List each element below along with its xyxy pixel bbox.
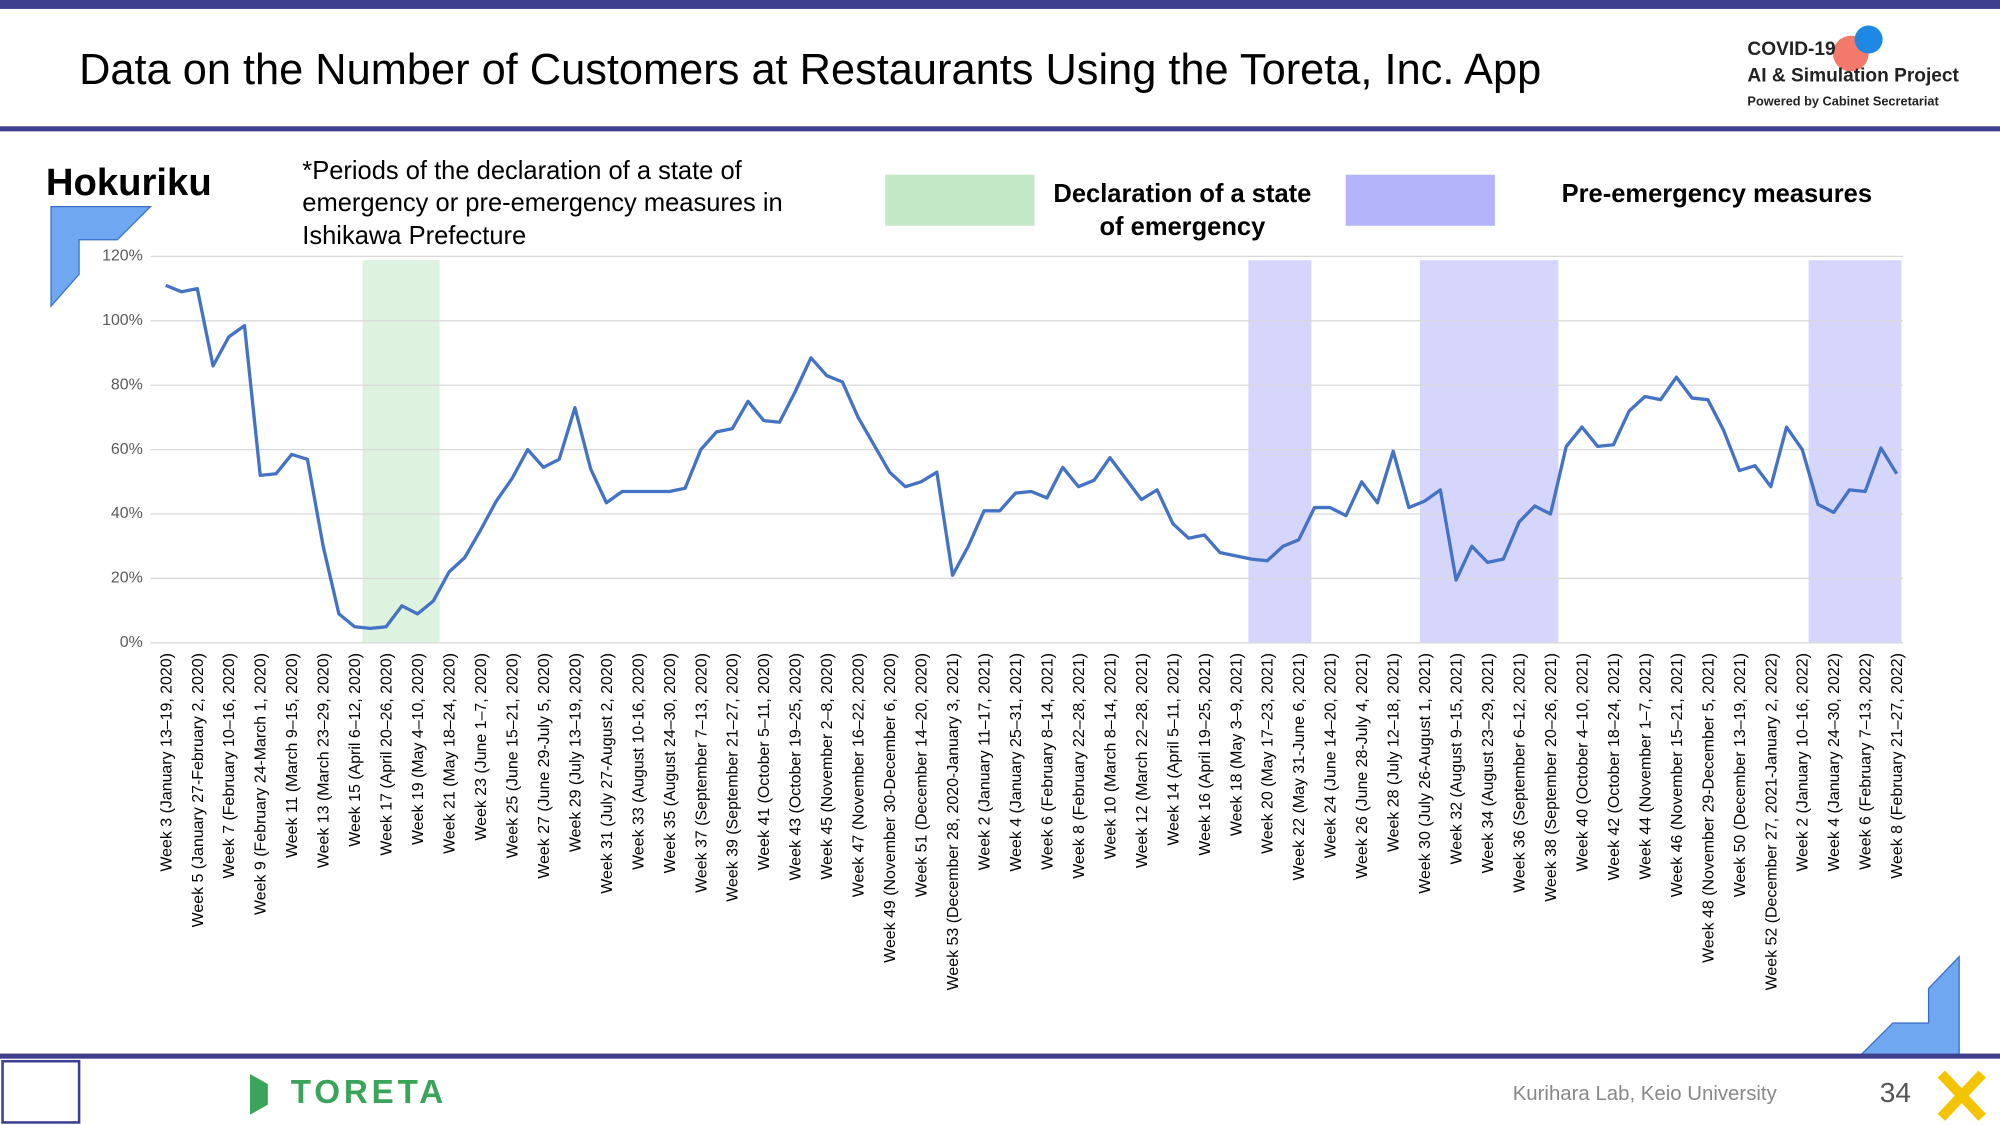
x-tick-label: Week 38 (September 20–26, 2021) [1543,653,1560,902]
x-tick-label: Week 27 (June 29-July 5, 2020) [536,653,553,879]
note-line: emergency or pre-emergency measures in [302,189,782,217]
x-tick-label: Week 19 (May 4–10, 2020) [410,653,427,845]
note-line: Ishikawa Prefecture [302,222,526,250]
x-tick-label: Week 40 (October 4–10, 2021) [1574,653,1591,872]
logo-text: COVID-19 [1747,39,1835,60]
x-tick-label: Week 4 (January 24–30, 2022) [1826,653,1843,872]
x-tick-label: Week 49 (November 30-December 6, 2020) [882,653,899,963]
x-tick-label: Week 28 (July 12–18, 2021) [1386,653,1403,852]
x-tick-label: Week 37 (September 7–13, 2020) [693,653,710,893]
x-tick-label: Week 47 (November 16–22, 2020) [851,653,868,897]
x-tick-label: Week 4 (January 25–31, 2021) [1008,653,1025,872]
x-tick-label: Week 2 (January 10–16, 2022) [1795,653,1812,872]
period-band [1419,260,1559,643]
x-tick-label: Week 7 (February 10–16, 2020) [221,653,238,879]
legend-label: Pre-emergency measures [1562,180,1872,208]
top-bar [0,0,2000,9]
y-tick-label: 120% [102,248,143,265]
y-tick-label: 60% [111,441,143,458]
x-tick-label: Week 3 (January 13–19, 2020) [158,653,175,872]
corner-decoration [50,205,153,308]
data-line [165,283,1899,631]
x-tick-label: Week 36 (September 6–12, 2021) [1512,653,1529,893]
x-tick-label: Week 22 (May 31-June 6, 2021) [1291,653,1308,880]
x-tick-label: Week 34 (August 23–29, 2021) [1480,653,1497,873]
page-number: 34 [1880,1077,1911,1108]
x-tick-label: Week 53 (December 28, 2020-January 3, 20… [945,653,962,990]
y-tick-label: 20% [111,570,143,587]
footer-logo [1,1059,81,1124]
logo-text: Powered by Cabinet Secretariat [1747,93,1939,108]
x-tick-label: Week 52 (December 27, 2021-January 2, 20… [1763,653,1780,990]
corner-decoration [1858,955,1960,1057]
x-tick-label: Week 14 (April 5–11, 2021) [1165,653,1182,846]
y-tick-label: 100% [102,312,143,329]
x-tick-label: Week 50 (December 13–19, 2021) [1732,653,1749,897]
note-line: *Periods of the declaration of a state o… [302,157,742,185]
x-tick-label: Week 5 (January 27-February 2, 2020) [190,653,207,927]
x-tick-label: Week 8 (February 22–28, 2021) [1071,653,1088,879]
x-tick-label: Week 44 (November 1–7, 2021) [1637,653,1654,880]
period-band [1248,260,1312,643]
x-tick-label: Week 6 (February 8–14, 2021) [1039,653,1056,870]
brand-icon [250,1073,268,1115]
footer-rule [0,1053,2000,1059]
period-band [362,260,440,643]
x-tick-label: Week 17 (April 20–26, 2020) [379,653,396,856]
x-tick-label: Week 12 (March 22–28, 2021) [1134,653,1151,868]
x-tick-label: Week 29 (July 13–19, 2020) [567,653,584,852]
x-tick-label: Week 35 (August 24–30, 2020) [662,653,679,873]
x-tick-label: Week 48 (November 29-December 5, 2021) [1700,653,1717,963]
legend-swatch [1345,174,1495,226]
x-tick-label: Week 39 (September 21–27, 2020) [725,653,742,902]
x-tick-label: Week 51 (December 14–20, 2020) [914,653,931,897]
x-tick-label: Week 33 (August 10-16, 2020) [630,653,647,870]
x-tick-label: Week 11 (March 9–15, 2020) [284,653,301,858]
header-rule [0,126,2000,132]
x-tick-label: Week 30 (July 26-August 1, 2021) [1417,653,1434,894]
footer-mark [1937,1070,1986,1121]
x-tick-label: Week 25 (June 15–21, 2020) [504,653,521,858]
x-tick-label: Week 31 (July 27-August 2, 2020) [599,653,616,894]
x-tick-label: Week 41 (October 5–11, 2020) [756,653,773,870]
x-tick-label: Week 15 (April 6–12, 2020) [347,653,364,847]
x-tick-label: Week 24 (June 14–20, 2021) [1323,653,1340,858]
x-tick-label: Week 10 (March 8–14, 2021) [1102,653,1119,859]
x-tick-label: Week 13 (March 23–29, 2020) [316,653,333,868]
x-tick-label: Week 43 (October 19–25, 2020) [788,653,805,880]
x-tick-label: Week 20 (May 17–23, 2021) [1260,653,1277,854]
x-tick-label: Week 26 (June 28-July 4, 2021) [1354,653,1371,879]
x-tick-label: Week 6 (February 7–13, 2022) [1858,653,1875,870]
period-band [1808,260,1902,643]
logo-dot [1854,25,1883,54]
x-tick-label: Week 9 (February 24-March 1, 2020) [253,653,270,915]
brand-text: TORETA [291,1074,447,1111]
legend-label: Declaration of a state [1053,180,1311,208]
legend-swatch [885,174,1035,226]
x-tick-label: Week 42 (October 18–24, 2021) [1606,653,1623,880]
x-tick-label: Week 32 (August 9–15, 2021) [1449,653,1466,864]
slide-title: Data on the Number of Customers at Resta… [79,46,1541,94]
x-tick-label: Week 2 (January 11–17, 2021) [977,653,994,870]
x-tick-label: Week 21 (May 18–24, 2020) [442,653,459,854]
x-tick-label: Week 46 (November 15–21, 2021) [1669,653,1686,897]
y-tick-label: 0% [120,634,143,651]
x-tick-label: Week 16 (April 19–25, 2021) [1197,653,1214,856]
region-title: Hokuriku [46,161,212,204]
y-tick-label: 80% [111,376,143,393]
plot: Declaration of a state of emergency Pre-em… [102,174,1906,990]
x-tick-label: Week 23 (June 1–7, 2020) [473,653,490,841]
legend-label: of emergency [1099,213,1266,241]
logo-text: AI & Simulation Project [1747,66,1959,87]
credit: Kurihara Lab, Keio University [1513,1083,1778,1105]
x-tick-label: Week 8 (February 21–27, 2022) [1889,653,1906,879]
x-tick-label: Week 18 (May 3–9, 2021) [1228,653,1245,836]
x-tick-label: Week 45 (November 2–8, 2020) [819,653,836,880]
y-tick-label: 40% [111,505,143,522]
